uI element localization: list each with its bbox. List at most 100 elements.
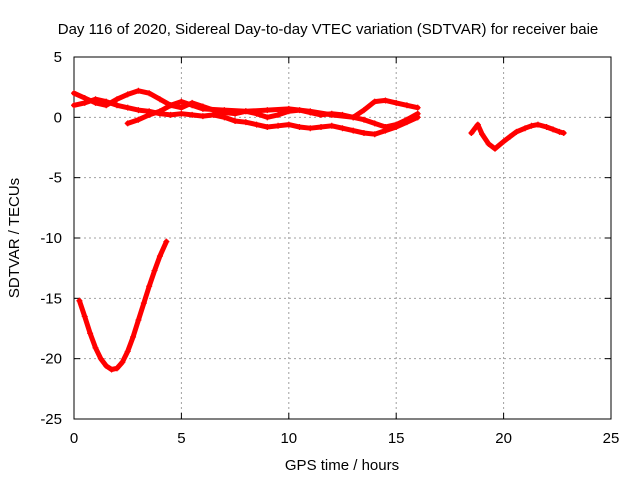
data-point (156, 96, 163, 103)
data-point (242, 108, 249, 115)
data-point (103, 98, 110, 105)
data-point (307, 108, 314, 115)
x-tick-label: 0 (70, 430, 78, 447)
data-point (135, 87, 142, 94)
data-point (507, 133, 514, 140)
data-point (221, 107, 228, 114)
data-point (178, 98, 185, 105)
data-point (360, 130, 367, 137)
data-point (76, 297, 83, 304)
data-point (81, 99, 88, 106)
series-line-2 (71, 96, 421, 137)
data-point (350, 127, 357, 134)
data-point (146, 90, 153, 97)
y-tick-label: -20 (40, 351, 62, 368)
data-point (232, 117, 239, 124)
data-point (414, 114, 421, 121)
data-point (360, 116, 367, 123)
data-point (178, 104, 185, 111)
data-point (560, 130, 567, 137)
data-point (87, 330, 94, 337)
data-point (199, 105, 206, 112)
data-point (522, 125, 529, 132)
data-point (328, 122, 335, 129)
data-point (135, 107, 142, 114)
data-point (135, 116, 142, 123)
data-point (403, 102, 410, 109)
data-point (328, 111, 335, 118)
data-point (264, 123, 271, 130)
data-point (124, 348, 131, 355)
y-tick-label: 0 (54, 109, 62, 126)
data-point (307, 125, 314, 132)
data-series-group (71, 87, 567, 373)
y-tick-label: -5 (49, 170, 62, 187)
data-point (382, 97, 389, 104)
data-point (124, 91, 131, 98)
data-point (103, 362, 110, 369)
x-tick-label: 25 (603, 430, 620, 447)
data-point (189, 111, 196, 118)
data-point (500, 138, 507, 145)
data-point (221, 114, 228, 121)
data-point (242, 119, 249, 126)
data-point (414, 104, 421, 111)
data-point (468, 130, 475, 137)
data-point (371, 120, 378, 127)
data-point (81, 313, 88, 320)
data-point (178, 110, 185, 117)
series-line-5 (76, 239, 169, 372)
grid-lines (74, 57, 611, 419)
x-tick-label: 15 (388, 430, 405, 447)
data-point (543, 123, 550, 130)
data-point (163, 238, 170, 245)
data-point (113, 96, 120, 103)
data-point (124, 120, 131, 127)
y-tick-label: 5 (54, 49, 62, 66)
data-point (371, 131, 378, 138)
x-tick-label: 10 (280, 430, 297, 447)
data-point (393, 99, 400, 106)
data-point (167, 102, 174, 109)
data-point (513, 128, 520, 135)
data-point (146, 111, 153, 118)
data-point (275, 111, 282, 118)
data-point (360, 107, 367, 114)
data-point (285, 105, 292, 112)
x-tick-label: 5 (177, 430, 185, 447)
data-point (140, 300, 147, 307)
y-tick-label: -10 (40, 230, 62, 247)
data-point (479, 131, 486, 138)
data-point (550, 126, 557, 133)
data-point (146, 283, 153, 290)
data-point (108, 366, 115, 373)
data-point (350, 114, 357, 121)
data-point (403, 119, 410, 126)
x-axis-label: GPS time / hours (285, 457, 399, 474)
data-point (371, 98, 378, 105)
y-axis-label: SDTVAR / TECUs (6, 178, 23, 298)
data-point (71, 102, 77, 109)
data-point (156, 253, 163, 260)
data-point (296, 123, 303, 130)
data-point (124, 104, 131, 111)
data-point (534, 121, 541, 128)
data-point (92, 96, 99, 103)
data-point (264, 107, 271, 114)
data-point (151, 267, 158, 274)
data-point (528, 122, 535, 129)
data-point (492, 145, 499, 152)
data-point (339, 125, 346, 132)
data-point (275, 122, 282, 129)
data-point (393, 123, 400, 130)
x-tick-label: 20 (495, 430, 512, 447)
chart-title: Day 116 of 2020, Sidereal Day-to-day VTE… (58, 21, 599, 38)
data-point (167, 111, 174, 118)
data-point (485, 140, 492, 147)
axis-ticks: 0 5 10 15 20 25 5 0 -5 -10 -15 -20 -25 (40, 49, 619, 447)
y-tick-label: -25 (40, 411, 62, 428)
data-point (113, 102, 120, 109)
data-point (199, 113, 206, 120)
data-point (130, 333, 137, 340)
